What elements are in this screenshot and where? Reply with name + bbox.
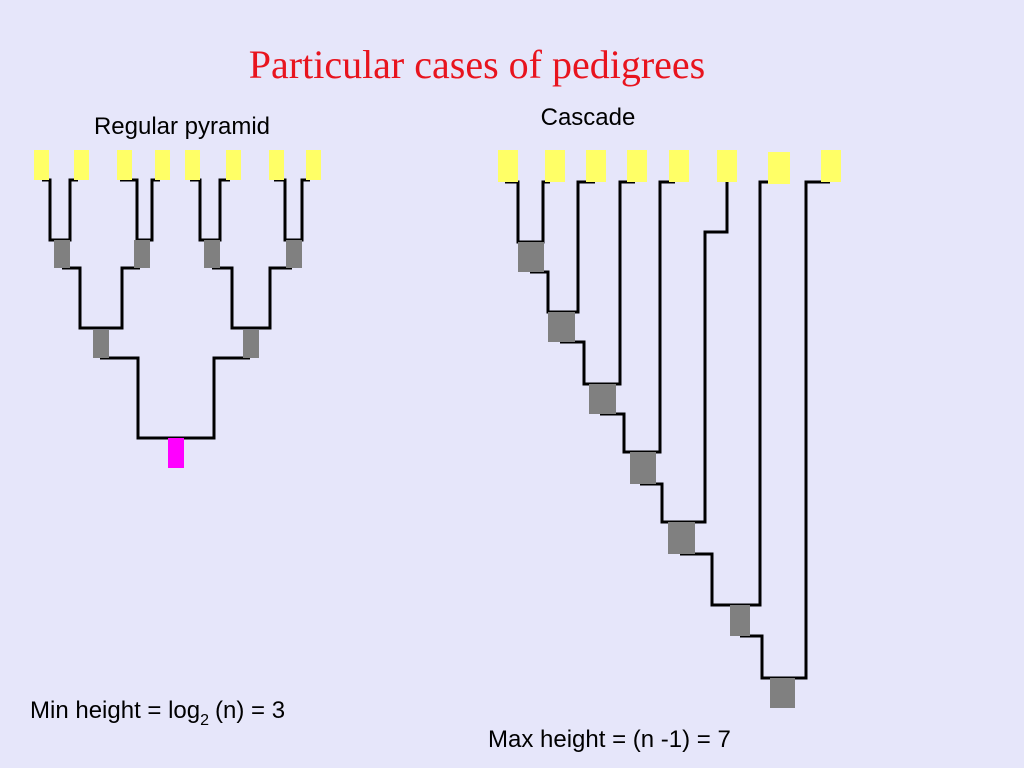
cascade-label: Cascade <box>541 104 636 131</box>
min-height-formula: Min height = log2 (n) = 3 <box>30 697 285 729</box>
max-height-formula: Max height = (n -1) = 7 <box>488 726 731 753</box>
title: Particular cases of pedigrees <box>249 42 705 87</box>
pyramid-label: Regular pyramid <box>94 113 270 140</box>
formula-subscript: 2 <box>200 712 209 729</box>
formula-text: Min height = log <box>30 697 200 724</box>
pyramid-tree <box>34 150 321 468</box>
formula-rest: (n) = 3 <box>215 697 285 724</box>
cascade-tree <box>498 150 841 708</box>
